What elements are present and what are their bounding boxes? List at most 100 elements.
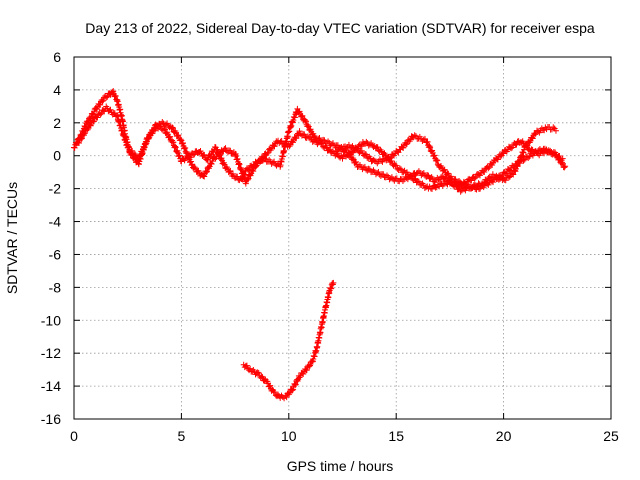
data-point: [343, 153, 350, 160]
data-point: [456, 177, 463, 184]
data-point: [339, 155, 346, 162]
data-point: [104, 93, 111, 100]
data-point: [365, 165, 372, 172]
data-point: [414, 178, 421, 185]
data-point: [289, 139, 296, 146]
data-point: [107, 106, 114, 113]
data-point: [260, 154, 267, 161]
x-tick-label: 10: [281, 428, 297, 444]
y-tick-label: 4: [53, 82, 61, 98]
data-point: [209, 158, 216, 165]
data-point: [264, 150, 271, 157]
data-point: [203, 169, 210, 176]
data-point: [400, 144, 407, 151]
data-point: [529, 135, 536, 142]
series-track-b: [75, 103, 559, 195]
data-point: [328, 285, 335, 292]
data-point: [550, 148, 557, 155]
data-point: [169, 124, 176, 131]
data-point: [490, 179, 497, 186]
data-point: [362, 150, 369, 157]
data-point: [149, 130, 156, 137]
data-point: [426, 143, 433, 150]
data-point: [78, 135, 85, 142]
data-point: [550, 124, 557, 131]
data-point: [436, 177, 443, 184]
data-point: [424, 138, 431, 145]
data-point: [452, 176, 459, 183]
data-point: [275, 391, 282, 398]
data-point: [559, 159, 566, 166]
data-point: [427, 144, 434, 151]
data-point: [472, 174, 479, 181]
data-point: [244, 176, 251, 183]
data-point: [183, 150, 190, 157]
data-point: [271, 143, 278, 150]
data-point: [202, 168, 209, 175]
data-point: [415, 178, 422, 185]
data-point: [425, 172, 432, 179]
data-point: [561, 164, 568, 171]
data-point: [330, 279, 337, 286]
data-point: [498, 173, 505, 180]
data-point: [250, 168, 257, 175]
data-point: [172, 143, 179, 150]
data-point: [552, 127, 559, 134]
data-point: [349, 155, 356, 162]
data-point: [169, 125, 176, 132]
y-tick-label: -16: [41, 411, 61, 427]
data-point: [173, 148, 180, 155]
y-tick-label: -12: [41, 345, 61, 361]
data-point: [80, 130, 87, 137]
data-point: [302, 117, 309, 124]
data-point: [361, 163, 368, 170]
data-point: [257, 158, 264, 165]
data-point: [258, 373, 265, 380]
data-point: [78, 135, 85, 142]
data-point: [299, 112, 306, 119]
data-point: [476, 172, 483, 179]
data-point: [227, 147, 234, 154]
data-point: [287, 124, 294, 131]
data-point: [201, 173, 208, 180]
data-point: [393, 162, 400, 169]
data-point: [81, 130, 88, 137]
data-point: [205, 164, 212, 171]
data-point: [176, 152, 183, 159]
data-point: [464, 183, 471, 190]
data-point: [489, 171, 496, 178]
data-point: [470, 183, 477, 190]
x-tick-label: 0: [70, 428, 78, 444]
plot-frame: [73, 56, 612, 420]
data-point: [216, 152, 223, 159]
data-point: [319, 140, 326, 147]
data-point: [302, 118, 309, 125]
data-point: [521, 146, 528, 153]
data-point: [221, 161, 228, 168]
data-point: [300, 371, 307, 378]
data-point: [322, 143, 329, 150]
data-point: [142, 139, 149, 146]
data-point: [545, 147, 552, 154]
data-point: [307, 126, 314, 133]
data-point: [485, 165, 492, 172]
data-point: [434, 157, 441, 164]
data-point: [403, 141, 410, 148]
x-tick-label: 15: [388, 428, 404, 444]
data-point: [293, 135, 300, 142]
data-point: [288, 122, 295, 129]
data-point: [259, 155, 266, 162]
data-point: [339, 146, 346, 153]
data-point: [292, 381, 299, 388]
data-point: [255, 370, 262, 377]
grid: [74, 57, 611, 419]
data-point: [301, 131, 308, 138]
data-point: [485, 181, 492, 188]
data-point: [387, 154, 394, 161]
data-point: [189, 161, 196, 168]
data-point: [267, 382, 274, 389]
data-point: [289, 118, 296, 125]
data-point: [303, 367, 310, 374]
data-point: [497, 153, 504, 160]
data-point: [411, 132, 418, 139]
